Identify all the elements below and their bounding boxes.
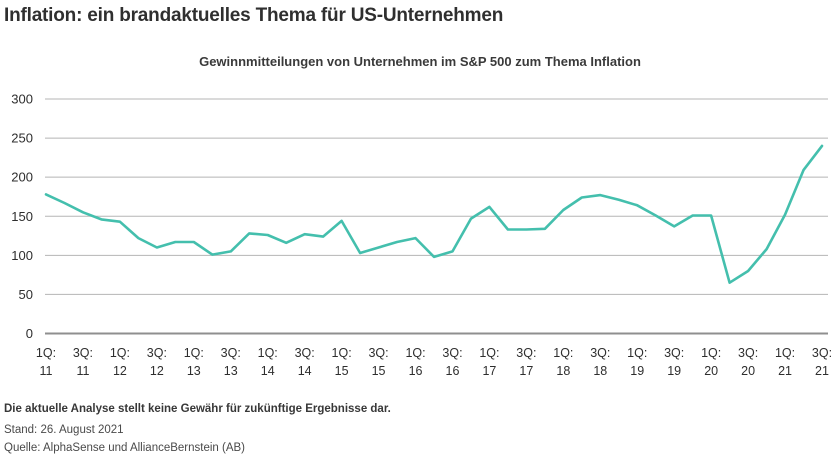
x-tick-label-year: 18	[593, 364, 607, 378]
y-tick-label: 0	[26, 326, 33, 341]
x-tick-label-year: 12	[150, 364, 164, 378]
x-tick-label-quarter: 1Q:	[627, 346, 647, 360]
x-tick-label-quarter: 1Q:	[701, 346, 721, 360]
x-tick-label-quarter: 3Q:	[516, 346, 536, 360]
x-tick-label-quarter: 1Q:	[479, 346, 499, 360]
x-tick-label-quarter: 1Q:	[775, 346, 795, 360]
x-tick-label-year: 19	[667, 364, 681, 378]
source-text: Quelle: AlphaSense und AllianceBernstein…	[4, 442, 246, 454]
y-tick-label: 300	[11, 92, 33, 107]
x-tick-label-quarter: 1Q:	[184, 346, 204, 360]
inflation-mentions-line	[44, 144, 824, 284]
x-tick-label-quarter: 3Q:	[295, 346, 315, 360]
x-tick-label-quarter: 3Q:	[442, 346, 462, 360]
x-tick-label-year: 20	[741, 364, 755, 378]
x-tick-label-quarter: 3Q:	[590, 346, 610, 360]
x-tick-label-quarter: 1Q:	[553, 346, 573, 360]
x-tick-label-year: 17	[482, 364, 496, 378]
as-of-date: Stand: 26. August 2021	[4, 424, 124, 436]
x-tick-label-quarter: 3Q:	[73, 346, 93, 360]
chart-footer: Die aktuelle Analyse stellt keine Gewähr…	[4, 402, 391, 457]
page-title: Inflation: ein brandaktuelles Thema für …	[4, 5, 504, 26]
x-tick-label-year: 21	[815, 364, 829, 378]
y-tick-label: 150	[11, 209, 33, 224]
x-tick-label-quarter: 3Q:	[664, 346, 684, 360]
x-tick-label-year: 21	[778, 364, 792, 378]
x-tick-label-year: 17	[519, 364, 533, 378]
x-tick-label-year: 14	[298, 364, 312, 378]
x-tick-label-quarter: 1Q:	[332, 346, 352, 360]
x-tick-label-year: 20	[704, 364, 718, 378]
x-tick-label-year: 16	[446, 364, 460, 378]
x-tick-label-quarter: 1Q:	[110, 346, 130, 360]
x-tick-label-quarter: 1Q:	[36, 346, 56, 360]
x-tick-label-year: 13	[187, 364, 201, 378]
x-tick-label-quarter: 3Q:	[812, 346, 832, 360]
x-tick-label-quarter: 3Q:	[221, 346, 241, 360]
x-tick-label-year: 12	[113, 364, 127, 378]
x-tick-label-quarter: 3Q:	[147, 346, 167, 360]
chart-subtitle: Gewinnmitteilungen von Unternehmen im S&…	[199, 54, 641, 69]
x-tick-label-year: 14	[261, 364, 275, 378]
x-tick-label-year: 18	[556, 364, 570, 378]
x-tick-label-quarter: 3Q:	[738, 346, 758, 360]
y-tick-label: 200	[11, 170, 33, 185]
y-tick-label: 50	[19, 287, 33, 302]
inflation-mentions-line-chart: 0 50 100 150 200 250 300 1Q: 11 3Q: 11 1Q: 12 3Q: 12 1Q…	[11, 92, 832, 379]
x-tick-label-year: 15	[335, 364, 349, 378]
x-tick-label-quarter: 1Q:	[258, 346, 278, 360]
x-tick-label-quarter: 1Q:	[405, 346, 425, 360]
disclaimer-text: Die aktuelle Analyse stellt keine Gewähr…	[4, 403, 391, 415]
x-tick-label-year: 13	[224, 364, 238, 378]
x-tick-label-quarter: 3Q:	[368, 346, 388, 360]
y-tick-label: 250	[11, 131, 33, 146]
y-tick-label: 100	[11, 248, 33, 263]
x-tick-label-year: 19	[630, 364, 644, 378]
x-tick-label-year: 16	[409, 364, 423, 378]
x-tick-label-year: 11	[40, 364, 53, 378]
x-tick-label-year: 15	[372, 364, 386, 378]
x-tick-label-year: 11	[76, 364, 89, 378]
